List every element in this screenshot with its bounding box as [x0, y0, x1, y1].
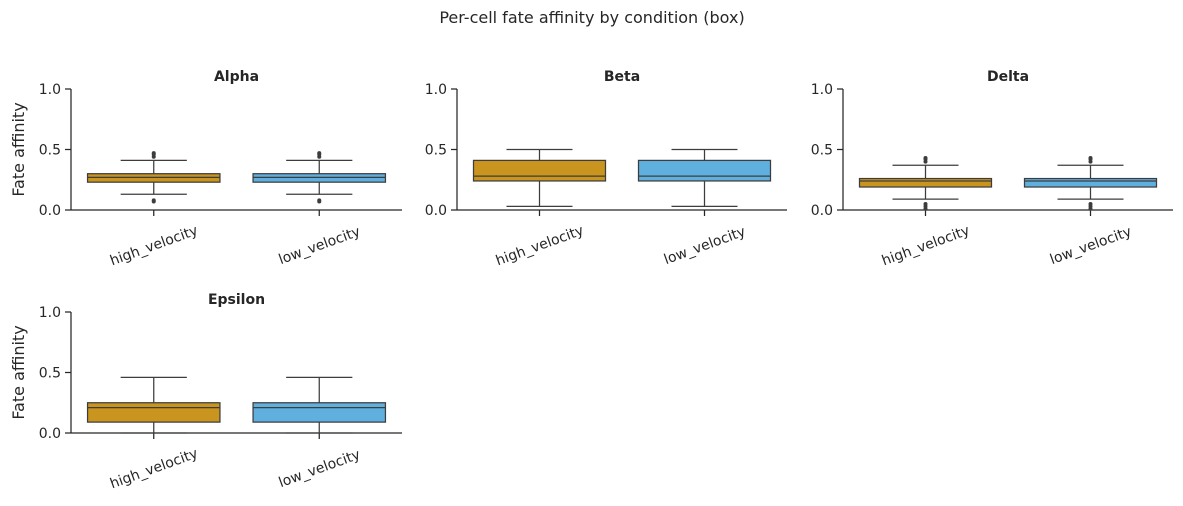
box-high-velocity	[472, 148, 607, 207]
panel-title: Beta	[604, 69, 640, 85]
panel-epsilon: Epsilon 0.0 0.5 1.0 Fate affinity high_veloci…	[9, 292, 402, 492]
panel-delta: Delta 0.0 0.5 1.0 high_velocity low_velocity	[811, 69, 1173, 269]
panels: Alpha 0.0 0.5 1.0 Fate affinity high_velocity…	[9, 69, 1173, 492]
y-tick-label: 0.5	[811, 143, 833, 159]
outlier-point	[1088, 201, 1093, 206]
box-body	[637, 159, 772, 182]
box-low-velocity	[1023, 155, 1158, 211]
box-body	[1023, 177, 1158, 188]
y-tick-label: 0.0	[39, 203, 61, 219]
x-tick-label: high_velocity	[494, 223, 586, 270]
y-tick-label: 0.0	[39, 426, 61, 442]
x-tick-label: high_velocity	[880, 223, 972, 270]
y-tick-label: 0.0	[425, 203, 447, 219]
outlier-point	[923, 155, 928, 160]
panel-title: Epsilon	[208, 292, 265, 308]
y-tick-label: 0.5	[425, 143, 447, 159]
figure-title: Per-cell fate affinity by condition (box…	[439, 8, 744, 27]
outlier-point	[317, 198, 322, 203]
box-body	[252, 402, 387, 423]
panel-title: Alpha	[214, 69, 259, 85]
box-body	[86, 402, 221, 423]
panel-title: Delta	[987, 69, 1029, 85]
box-low-velocity	[637, 148, 772, 207]
outlier-point	[317, 151, 322, 156]
x-tick-label: low_velocity	[277, 224, 363, 268]
box-high-velocity	[86, 376, 221, 434]
outlier-point	[151, 198, 156, 203]
x-tick-label: low_velocity	[1048, 224, 1134, 268]
y-tick-label: 0.5	[39, 143, 61, 159]
box-low-velocity	[252, 151, 387, 204]
y-tick-label: 1.0	[811, 82, 833, 98]
x-tick-label: low_velocity	[277, 447, 363, 491]
y-tick-label: 0.0	[811, 203, 833, 219]
y-axis-label: Fate affinity	[9, 102, 28, 196]
panel-alpha: Alpha 0.0 0.5 1.0 Fate affinity high_velocity…	[9, 69, 402, 269]
outlier-point	[151, 151, 156, 156]
y-tick-label: 1.0	[39, 82, 61, 98]
outlier-point	[1088, 155, 1093, 160]
box-low-velocity	[252, 376, 387, 434]
box-body	[858, 177, 993, 188]
box-high-velocity	[86, 151, 221, 204]
box-body	[472, 159, 607, 182]
box-high-velocity	[858, 155, 993, 211]
y-axis-label: Fate affinity	[9, 325, 28, 419]
outlier-point	[923, 201, 928, 206]
y-tick-label: 1.0	[425, 82, 447, 98]
x-tick-label: high_velocity	[108, 446, 200, 493]
y-tick-label: 1.0	[39, 305, 61, 321]
panel-beta: Beta 0.0 0.5 1.0 high_velocity low_velocity	[425, 69, 787, 269]
x-tick-label: low_velocity	[662, 224, 748, 268]
x-tick-label: high_velocity	[108, 223, 200, 270]
y-tick-label: 0.5	[39, 366, 61, 382]
